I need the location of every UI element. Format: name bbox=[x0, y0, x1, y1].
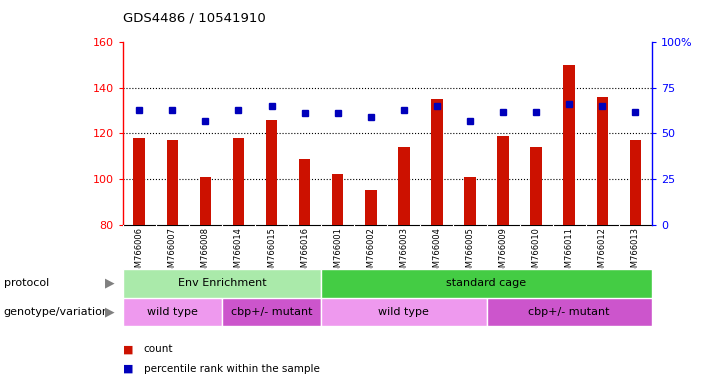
Bar bbox=[299, 159, 311, 225]
Bar bbox=[464, 177, 476, 225]
Text: protocol: protocol bbox=[4, 278, 49, 288]
Bar bbox=[431, 99, 443, 225]
Text: GSM766010: GSM766010 bbox=[531, 227, 540, 278]
Bar bbox=[167, 140, 178, 225]
Text: percentile rank within the sample: percentile rank within the sample bbox=[144, 364, 320, 374]
Text: GSM766008: GSM766008 bbox=[201, 227, 210, 278]
Bar bbox=[486, 298, 652, 326]
Bar bbox=[233, 138, 244, 225]
Text: cbp+/- mutant: cbp+/- mutant bbox=[231, 307, 312, 317]
Text: count: count bbox=[144, 344, 173, 354]
Bar bbox=[597, 97, 608, 225]
Text: genotype/variation: genotype/variation bbox=[4, 307, 109, 317]
Bar bbox=[321, 269, 652, 298]
Text: wild type: wild type bbox=[379, 307, 429, 317]
Text: GSM766013: GSM766013 bbox=[631, 227, 640, 278]
Text: ■: ■ bbox=[123, 344, 133, 354]
Bar bbox=[629, 140, 641, 225]
Text: GSM766015: GSM766015 bbox=[267, 227, 276, 278]
Text: GSM766002: GSM766002 bbox=[366, 227, 375, 278]
Text: ■: ■ bbox=[123, 364, 133, 374]
Text: GSM766005: GSM766005 bbox=[465, 227, 475, 278]
Text: GDS4486 / 10541910: GDS4486 / 10541910 bbox=[123, 12, 266, 25]
Text: cbp+/- mutant: cbp+/- mutant bbox=[529, 307, 610, 317]
Text: GSM766011: GSM766011 bbox=[565, 227, 573, 278]
Bar bbox=[133, 138, 145, 225]
Bar bbox=[222, 298, 321, 326]
Bar bbox=[123, 298, 222, 326]
Text: standard cage: standard cage bbox=[447, 278, 526, 288]
Bar bbox=[531, 147, 542, 225]
Text: Env Enrichment: Env Enrichment bbox=[177, 278, 266, 288]
Bar bbox=[365, 190, 376, 225]
Text: GSM766007: GSM766007 bbox=[168, 227, 177, 278]
Text: GSM766001: GSM766001 bbox=[333, 227, 342, 278]
Text: GSM766006: GSM766006 bbox=[135, 227, 144, 278]
Text: GSM766014: GSM766014 bbox=[234, 227, 243, 278]
Text: ▶: ▶ bbox=[105, 277, 115, 290]
Bar bbox=[332, 174, 343, 225]
Text: ▶: ▶ bbox=[105, 306, 115, 318]
Text: GSM766012: GSM766012 bbox=[598, 227, 607, 278]
Bar bbox=[398, 147, 409, 225]
Text: wild type: wild type bbox=[147, 307, 198, 317]
Bar bbox=[200, 177, 211, 225]
Text: GSM766009: GSM766009 bbox=[498, 227, 508, 278]
Bar bbox=[123, 269, 321, 298]
Text: GSM766003: GSM766003 bbox=[400, 227, 409, 278]
Text: GSM766004: GSM766004 bbox=[433, 227, 442, 278]
Text: GSM766016: GSM766016 bbox=[300, 227, 309, 278]
Bar bbox=[497, 136, 509, 225]
Bar bbox=[321, 298, 486, 326]
Bar bbox=[564, 65, 575, 225]
Bar bbox=[266, 120, 278, 225]
